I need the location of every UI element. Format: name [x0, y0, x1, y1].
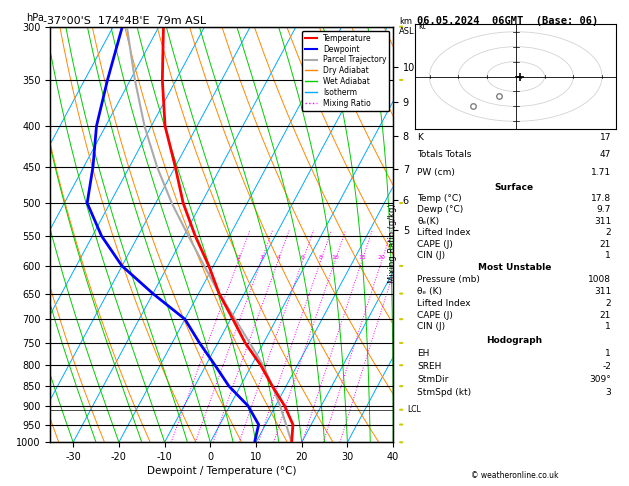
Text: StmDir: StmDir [417, 375, 448, 384]
Text: Totals Totals: Totals Totals [417, 150, 472, 159]
Text: Surface: Surface [494, 183, 534, 191]
Text: 311: 311 [594, 217, 611, 226]
Text: Mixing Ratio (g/kg): Mixing Ratio (g/kg) [388, 203, 397, 283]
Text: K: K [417, 133, 423, 141]
Text: hPa: hPa [26, 13, 44, 22]
Text: 1: 1 [605, 251, 611, 260]
Text: 1.71: 1.71 [591, 168, 611, 176]
Text: Pressure (mb): Pressure (mb) [417, 275, 480, 284]
Text: 1008: 1008 [588, 275, 611, 284]
Text: LCL: LCL [407, 405, 421, 414]
Text: Temp (°C): Temp (°C) [417, 194, 462, 203]
Text: 1: 1 [605, 322, 611, 331]
Text: 21: 21 [600, 240, 611, 249]
Text: SREH: SREH [417, 362, 442, 371]
Text: StmSpd (kt): StmSpd (kt) [417, 388, 471, 398]
Text: 3: 3 [260, 255, 264, 260]
Text: 20: 20 [378, 255, 386, 260]
Text: 309°: 309° [589, 375, 611, 384]
Text: © weatheronline.co.uk: © weatheronline.co.uk [470, 471, 559, 480]
Text: 2: 2 [237, 255, 241, 260]
Text: -37°00'S  174°4B'E  79m ASL: -37°00'S 174°4B'E 79m ASL [43, 16, 206, 26]
Text: 3: 3 [605, 388, 611, 398]
Text: 15: 15 [359, 255, 366, 260]
Text: 311: 311 [594, 287, 611, 296]
Text: EH: EH [417, 349, 430, 358]
Text: 06.05.2024  06GMT  (Base: 06): 06.05.2024 06GMT (Base: 06) [417, 16, 598, 26]
Text: 4: 4 [276, 255, 281, 260]
Text: 6: 6 [301, 255, 305, 260]
Text: 10: 10 [331, 255, 339, 260]
Text: Most Unstable: Most Unstable [477, 263, 551, 272]
Text: 2: 2 [606, 228, 611, 237]
Text: CAPE (J): CAPE (J) [417, 240, 453, 249]
Text: 1: 1 [605, 349, 611, 358]
Text: CIN (J): CIN (J) [417, 251, 445, 260]
Text: 21: 21 [600, 311, 611, 320]
Text: Hodograph: Hodograph [486, 336, 542, 345]
Text: 17.8: 17.8 [591, 194, 611, 203]
Text: 17: 17 [599, 133, 611, 141]
Text: -2: -2 [602, 362, 611, 371]
Text: Dewp (°C): Dewp (°C) [417, 206, 464, 214]
Text: θₑ(K): θₑ(K) [417, 217, 440, 226]
Text: PW (cm): PW (cm) [417, 168, 455, 176]
Text: 9.7: 9.7 [597, 206, 611, 214]
Text: kt: kt [418, 22, 426, 31]
Text: Lifted Index: Lifted Index [417, 228, 471, 237]
Text: CIN (J): CIN (J) [417, 322, 445, 331]
Text: km
ASL: km ASL [399, 17, 415, 36]
Text: θₑ (K): θₑ (K) [417, 287, 442, 296]
Text: 2: 2 [606, 298, 611, 308]
Text: 8: 8 [319, 255, 323, 260]
Text: 47: 47 [600, 150, 611, 159]
Legend: Temperature, Dewpoint, Parcel Trajectory, Dry Adiabat, Wet Adiabat, Isotherm, Mi: Temperature, Dewpoint, Parcel Trajectory… [302, 31, 389, 111]
X-axis label: Dewpoint / Temperature (°C): Dewpoint / Temperature (°C) [147, 466, 296, 476]
Text: Lifted Index: Lifted Index [417, 298, 471, 308]
Text: CAPE (J): CAPE (J) [417, 311, 453, 320]
